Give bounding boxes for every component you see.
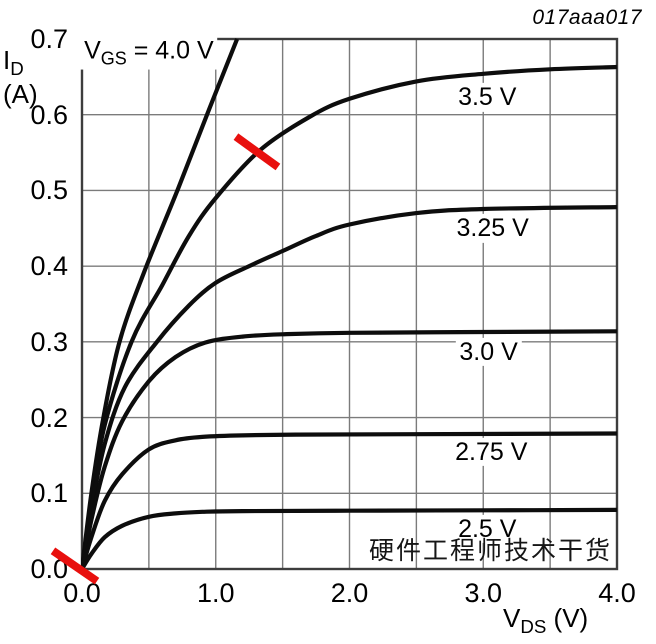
y-axis-label: ID (A) [3,45,38,110]
curve-vgs-3.5 [81,64,618,570]
red-mark-at-origin [50,547,100,585]
curves-group [81,38,618,571]
curve-vgs-3.25 [81,205,618,570]
curve-vgs-3 [81,329,618,570]
curve-vgs-2.5 [81,507,618,571]
x-axis-label: VDS (V) [503,603,588,638]
gridlines [82,39,617,569]
x-axis-symbol: V [503,603,521,633]
figure-id: 017aaa017 [532,6,642,29]
y-axis-symbol: I [3,45,11,75]
plot-border [80,37,619,571]
x-axis-unit: (V) [546,603,589,633]
y-axis-symbol-subscript: D [10,58,24,80]
curve-vgs-2.75 [81,431,618,570]
red-mark-on-3.5V-curve [233,133,281,171]
y-axis-unit: (A) [3,79,38,110]
x-axis-symbol-subscript: DS [520,616,547,638]
